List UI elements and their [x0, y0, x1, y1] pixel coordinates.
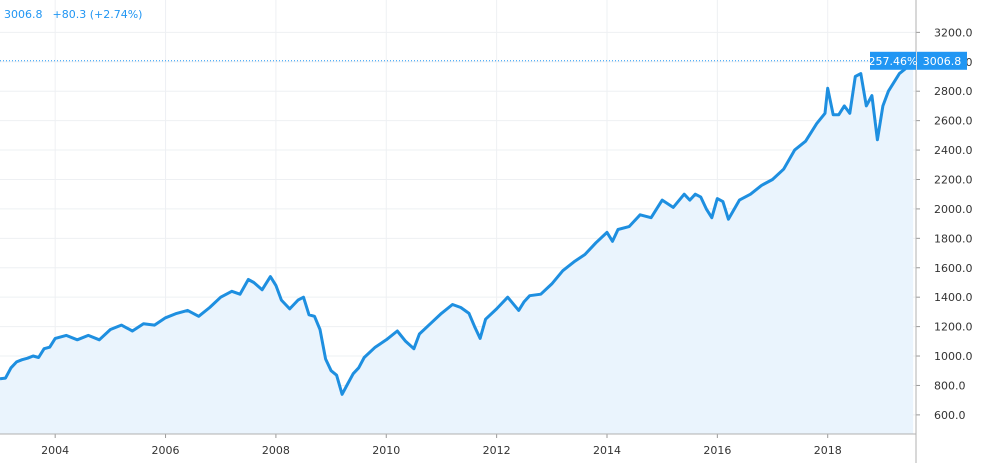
- price-label-bg: [917, 51, 967, 70]
- y-tick-label: 3200.0: [934, 26, 973, 39]
- header-last-value: 3006.8: [4, 8, 43, 21]
- x-tick-label: 2006: [152, 444, 180, 457]
- area-fill: [0, 61, 914, 435]
- y-tick-label: 1600.0: [934, 262, 973, 275]
- x-tick-label: 2008: [262, 444, 290, 457]
- percent-label-bg: [870, 51, 916, 70]
- y-tick-label: 2000.0: [934, 203, 973, 216]
- y-tick-label: 2600.0: [934, 115, 973, 128]
- y-tick-label: 800.0: [934, 379, 966, 392]
- header-legend: 3006.8 +80.3 (+2.74%): [4, 8, 152, 21]
- y-tick-label: 1800.0: [934, 232, 973, 245]
- x-tick-label: 2018: [814, 444, 842, 457]
- y-tick-label: 2200.0: [934, 173, 973, 186]
- y-tick-label: 1400.0: [934, 291, 973, 304]
- x-tick-label: 2012: [483, 444, 511, 457]
- series-line: [0, 60, 915, 396]
- price-labels: 257.46% 3006.8: [869, 51, 967, 70]
- price-label: 3006.8: [923, 55, 962, 68]
- x-tick-label: 2014: [593, 444, 621, 457]
- percent-label: 257.46%: [869, 55, 918, 68]
- y-tick-label: 1200.0: [934, 321, 973, 334]
- y-tick-label: 600.0: [934, 409, 966, 422]
- y-tick-label: 2800.0: [934, 85, 973, 98]
- x-tick-label: 2016: [703, 444, 731, 457]
- header-change: +80.3 (+2.74%): [52, 8, 143, 21]
- x-tick-label: 2004: [41, 444, 69, 457]
- y-tick-label: 1000.0: [934, 350, 973, 363]
- x-tick-label: 2010: [372, 444, 400, 457]
- y-tick-label: 2400.0: [934, 144, 973, 157]
